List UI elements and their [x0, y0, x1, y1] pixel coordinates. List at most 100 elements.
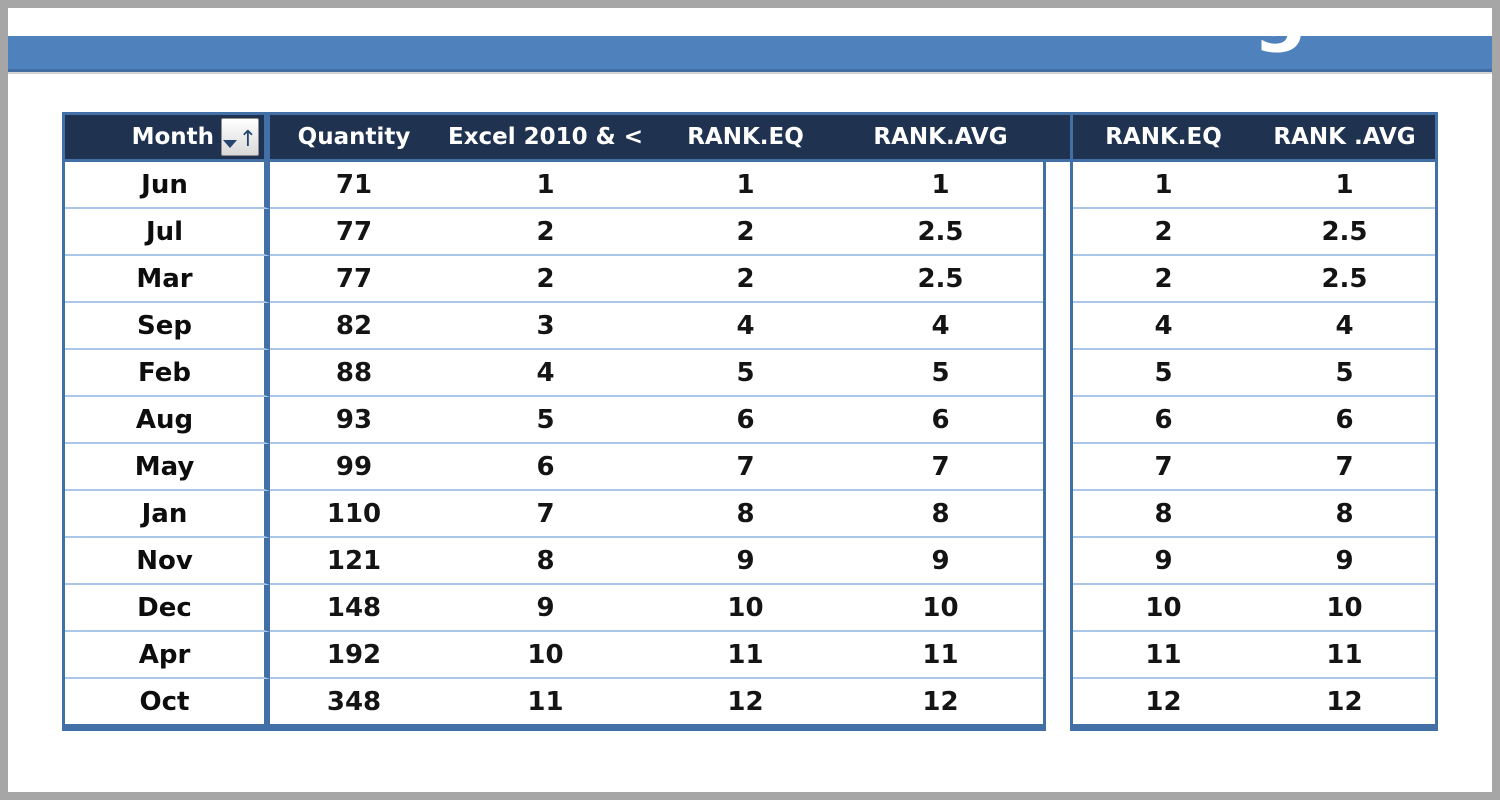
excel2010-rank-cell: 11 [438, 679, 653, 724]
quantity-cell: 348 [270, 679, 438, 724]
month-filter-sort-button[interactable]: ↑ [221, 118, 259, 156]
rank-eq-cell: 1 [653, 162, 838, 209]
rank-avg-cell: 12 [838, 679, 1043, 724]
month-cell: Dec [65, 585, 270, 632]
excel2010-rank-cell: 10 [438, 632, 653, 679]
quantity-cell: 71 [270, 162, 438, 209]
quantity-cell: 99 [270, 444, 438, 491]
rank-avg-cell: 5 [1254, 350, 1435, 397]
rank-eq-cell: 7 [653, 444, 838, 491]
excel2010-rank-cell: 7 [438, 491, 653, 538]
rank-avg-cell: 2.5 [838, 209, 1043, 256]
rank-avg-cell: 10 [1254, 585, 1435, 632]
month-cell: Jul [65, 209, 270, 256]
table-row: Aug 93 5 6 6 [65, 397, 1043, 444]
rank-avg-cell: 11 [1254, 632, 1435, 679]
rank-eq-cell: 4 [1073, 303, 1254, 350]
excel2010-rank-cell: 3 [438, 303, 653, 350]
table-row: May 99 6 7 7 [65, 444, 1043, 491]
excel2010-rank-cell: 1 [438, 162, 653, 209]
excel2010-rank-cell: 2 [438, 256, 653, 303]
month-cell: May [65, 444, 270, 491]
quantity-cell: 77 [270, 209, 438, 256]
month-cell: Mar [65, 256, 270, 303]
rank-eq-cell: 8 [653, 491, 838, 538]
rank-eq-cell: 5 [1073, 350, 1254, 397]
excel2010-rank-cell: 8 [438, 538, 653, 585]
rank-avg-cell: 7 [838, 444, 1043, 491]
rank-avg-cell: 4 [1254, 303, 1435, 350]
excel2010-column-header: Excel 2010 & < [438, 115, 653, 162]
rank-eq-column-header: RANK.EQ [653, 115, 838, 162]
month-header-label: Month [131, 124, 214, 150]
sort-ascending-arrow-icon: ↑ [238, 127, 258, 152]
rank-eq-cell: 2 [653, 209, 838, 256]
rank-avg-cell: 2.5 [838, 256, 1043, 303]
rank-eq-cell: 11 [1073, 632, 1254, 679]
month-column-header: Month ↑ [65, 115, 270, 162]
rank-avg-cell: 2.5 [1254, 256, 1435, 303]
rank-eq-cell: 4 [653, 303, 838, 350]
rank-result-table: RANK.EQ RANK .AVG 1 1 2 2.5 2 2.5 4 4 5 5 6 6 7 7 8 8 9 9… [1070, 112, 1438, 731]
table-gap-header-block [1040, 112, 1070, 162]
rank-eq-column-header: RANK.EQ [1073, 115, 1254, 162]
rank-eq-cell: 2 [1073, 209, 1254, 256]
quantity-cell: 121 [270, 538, 438, 585]
table-row: 12 12 [1073, 679, 1435, 724]
table-row: Oct 348 11 12 12 [65, 679, 1043, 724]
table-row: 2 2.5 [1073, 209, 1435, 256]
rank-avg-cell: 9 [838, 538, 1043, 585]
header-row: Month ↑ Quantity Excel 2010 & < RANK.EQ … [65, 115, 1043, 162]
rank-eq-cell: 9 [1073, 538, 1254, 585]
rank-comparison-table: Month ↑ Quantity Excel 2010 & < RANK.EQ … [62, 112, 1046, 731]
quantity-cell: 192 [270, 632, 438, 679]
excel2010-rank-cell: 2 [438, 209, 653, 256]
rank-eq-cell: 9 [653, 538, 838, 585]
quantity-cell: 93 [270, 397, 438, 444]
month-cell: Jun [65, 162, 270, 209]
rank-eq-cell: 10 [1073, 585, 1254, 632]
rank-eq-cell: 6 [653, 397, 838, 444]
table-row: Jul 77 2 2 2.5 [65, 209, 1043, 256]
table-row: Feb 88 4 5 5 [65, 350, 1043, 397]
rank-avg-cell: 8 [838, 491, 1043, 538]
rank-avg-cell: 12 [1254, 679, 1435, 724]
excel2010-rank-cell: 4 [438, 350, 653, 397]
rank-avg-cell: 6 [838, 397, 1043, 444]
table-row: Mar 77 2 2 2.5 [65, 256, 1043, 303]
rank-eq-cell: 1 [1073, 162, 1254, 209]
rank-avg-cell: 8 [1254, 491, 1435, 538]
rank-avg-cell: 1 [1254, 162, 1435, 209]
rank-eq-cell: 12 [1073, 679, 1254, 724]
table-row: Nov 121 8 9 9 [65, 538, 1043, 585]
rank-avg-cell: 4 [838, 303, 1043, 350]
rank-avg-cell: 6 [1254, 397, 1435, 444]
table-row: 2 2.5 [1073, 256, 1435, 303]
rank-eq-cell: 12 [653, 679, 838, 724]
rank-eq-cell: 10 [653, 585, 838, 632]
rank-avg-cell: 1 [838, 162, 1043, 209]
rank-avg-cell: 5 [838, 350, 1043, 397]
rank-eq-cell: 8 [1073, 491, 1254, 538]
month-cell: Sep [65, 303, 270, 350]
rank-eq-cell: 6 [1073, 397, 1254, 444]
table-row: Dec 148 9 10 10 [65, 585, 1043, 632]
rank-eq-cell: 7 [1073, 444, 1254, 491]
rank-avg-cell: 10 [838, 585, 1043, 632]
month-cell: Feb [65, 350, 270, 397]
rank-eq-cell: 11 [653, 632, 838, 679]
month-cell: Aug [65, 397, 270, 444]
table-row: Sep 82 3 4 4 [65, 303, 1043, 350]
header-row: RANK.EQ RANK .AVG [1073, 115, 1435, 162]
quantity-cell: 88 [270, 350, 438, 397]
rank-avg-column-header: RANK .AVG [1254, 115, 1435, 162]
rank-eq-cell: 5 [653, 350, 838, 397]
rank-avg-cell: 9 [1254, 538, 1435, 585]
table-row: 10 10 [1073, 585, 1435, 632]
